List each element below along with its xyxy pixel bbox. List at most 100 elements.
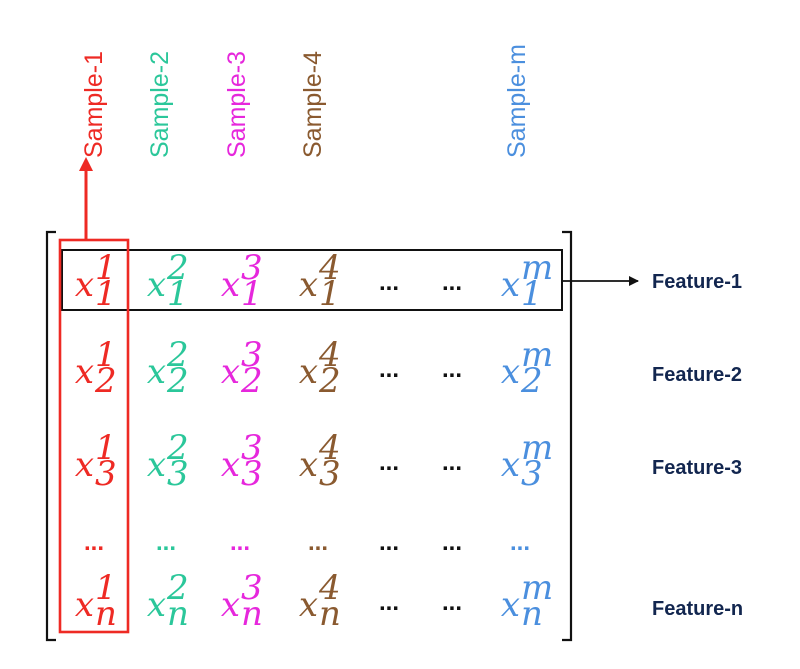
cell-variable: x bbox=[501, 585, 520, 625]
cell-feature-index: 2 bbox=[240, 361, 263, 401]
sample-label-s4: Sample-4 bbox=[299, 51, 327, 158]
matrix-cell: x 42 bbox=[299, 335, 341, 401]
sample-label-s1: Sample-1 bbox=[80, 51, 108, 158]
cell-sample-index: 4 bbox=[318, 335, 341, 375]
cell-sample-index: m bbox=[521, 428, 553, 468]
matrix-cell: x mn bbox=[501, 568, 553, 634]
matrix-ellipsis: ... bbox=[84, 529, 104, 556]
matrix-cell: x 2n bbox=[147, 568, 189, 634]
cell-sample-index: m bbox=[521, 335, 553, 375]
matrix-cell: x 41 bbox=[299, 248, 341, 314]
matrix-cell: x 12 bbox=[75, 335, 117, 401]
cell-variable: x bbox=[75, 265, 94, 305]
cell-variable: x bbox=[221, 352, 240, 392]
matrix-ellipsis: ... bbox=[230, 529, 250, 556]
cell-variable: x bbox=[147, 445, 166, 485]
matrix-cell: x 32 bbox=[221, 335, 263, 401]
cell-feature-index: 2 bbox=[166, 361, 189, 401]
cell-feature-index: n bbox=[241, 594, 263, 634]
sample-labels: Sample-1 Sample-2 Sample-3 Sample-4 Sample-m bbox=[80, 44, 531, 158]
cell-feature-index: 3 bbox=[241, 454, 263, 494]
matrix-cell: x 23 bbox=[147, 428, 189, 494]
cell-feature-index: 3 bbox=[521, 454, 543, 494]
cell-sample-index: 1 bbox=[95, 568, 117, 608]
matrix-cell: x m3 bbox=[501, 428, 553, 494]
cell-sample-index: m bbox=[521, 568, 553, 608]
matrix-left-bracket bbox=[45, 230, 56, 642]
feature-label-3: Feature-3 bbox=[652, 457, 742, 479]
cell-variable: x bbox=[299, 585, 318, 625]
matrix-ellipsis: ... bbox=[379, 356, 399, 383]
sample-label-s3: Sample-3 bbox=[223, 51, 251, 158]
matrix-cell: x 4n bbox=[299, 568, 341, 634]
sample-label-sm: Sample-m bbox=[503, 44, 531, 158]
cell-feature-index: 1 bbox=[521, 274, 543, 314]
cell-feature-index: 3 bbox=[95, 454, 117, 494]
cell-feature-index: n bbox=[167, 594, 189, 634]
feature-label-2: Feature-2 bbox=[652, 364, 742, 386]
matrix-ellipsis: ... bbox=[442, 529, 462, 556]
cell-sample-index: 1 bbox=[95, 335, 117, 375]
cell-sample-index: 2 bbox=[166, 428, 189, 468]
matrix-cell: x 3n bbox=[221, 568, 263, 634]
cell-sample-index: 4 bbox=[318, 568, 341, 608]
matrix-cell: x 1n bbox=[75, 568, 117, 634]
cell-sample-index: 2 bbox=[166, 568, 189, 608]
cell-feature-index: 3 bbox=[319, 454, 341, 494]
cell-sample-index: 1 bbox=[95, 248, 117, 288]
cell-variable: x bbox=[221, 265, 240, 305]
sample-1-column-highlight bbox=[58, 238, 130, 634]
cell-feature-index: 2 bbox=[520, 361, 543, 401]
feature-label-n: Feature-n bbox=[652, 598, 743, 620]
matrix-ellipsis: ... bbox=[510, 529, 530, 556]
matrix-cell: x 21 bbox=[147, 248, 189, 314]
matrix-cell: x 22 bbox=[147, 335, 189, 401]
sample-label-s2: Sample-2 bbox=[146, 51, 174, 158]
matrix-ellipsis: ... bbox=[442, 589, 462, 616]
matrix-ellipsis: ... bbox=[308, 529, 328, 556]
feature-label-1: Feature-1 bbox=[652, 271, 742, 293]
cell-variable: x bbox=[501, 445, 520, 485]
matrix-ellipsis: ... bbox=[379, 269, 399, 296]
cell-variable: x bbox=[75, 352, 94, 392]
cell-variable: x bbox=[299, 445, 318, 485]
cell-feature-index: n bbox=[521, 594, 543, 634]
cell-feature-index: 1 bbox=[319, 274, 341, 314]
cell-feature-index: n bbox=[319, 594, 341, 634]
cell-sample-index: 3 bbox=[241, 428, 263, 468]
cell-variable: x bbox=[221, 445, 240, 485]
cell-feature-index: 2 bbox=[94, 361, 117, 401]
cell-sample-index: 3 bbox=[241, 568, 263, 608]
cell-variable: x bbox=[75, 585, 94, 625]
cell-variable: x bbox=[501, 265, 520, 305]
matrix-ellipsis: ... bbox=[442, 449, 462, 476]
feature-labels: Feature-1 Feature-2 Feature-3 Feature-n bbox=[652, 271, 743, 620]
cell-variable: x bbox=[147, 352, 166, 392]
matrix-cell: x 33 bbox=[221, 428, 263, 494]
cell-feature-index: 3 bbox=[167, 454, 189, 494]
matrix-ellipsis: ... bbox=[442, 356, 462, 383]
cell-variable: x bbox=[299, 352, 318, 392]
cell-sample-index: 1 bbox=[95, 428, 117, 468]
matrix-ellipsis: ... bbox=[442, 269, 462, 296]
cell-feature-index: 2 bbox=[318, 361, 341, 401]
matrix-ellipsis: ... bbox=[156, 529, 176, 556]
cell-sample-index: 3 bbox=[241, 248, 263, 288]
matrix-cell: x m1 bbox=[501, 248, 553, 314]
cell-variable: x bbox=[221, 585, 240, 625]
matrix-right-bracket bbox=[562, 230, 573, 642]
cell-variable: x bbox=[147, 265, 166, 305]
cell-variable: x bbox=[299, 265, 318, 305]
matrix-cell: x 13 bbox=[75, 428, 117, 494]
matrix-ellipsis: ... bbox=[379, 589, 399, 616]
matrix-cell: x 11 bbox=[75, 248, 117, 314]
matrix-cell: x m2 bbox=[501, 335, 553, 401]
matrix-cell: x 31 bbox=[221, 248, 263, 314]
cell-feature-index: 1 bbox=[241, 274, 263, 314]
feature-1-row-highlight bbox=[61, 249, 563, 311]
cell-sample-index: 4 bbox=[318, 428, 341, 468]
cell-sample-index: 2 bbox=[166, 248, 189, 288]
cell-variable: x bbox=[147, 585, 166, 625]
cell-sample-index: 3 bbox=[241, 335, 263, 375]
